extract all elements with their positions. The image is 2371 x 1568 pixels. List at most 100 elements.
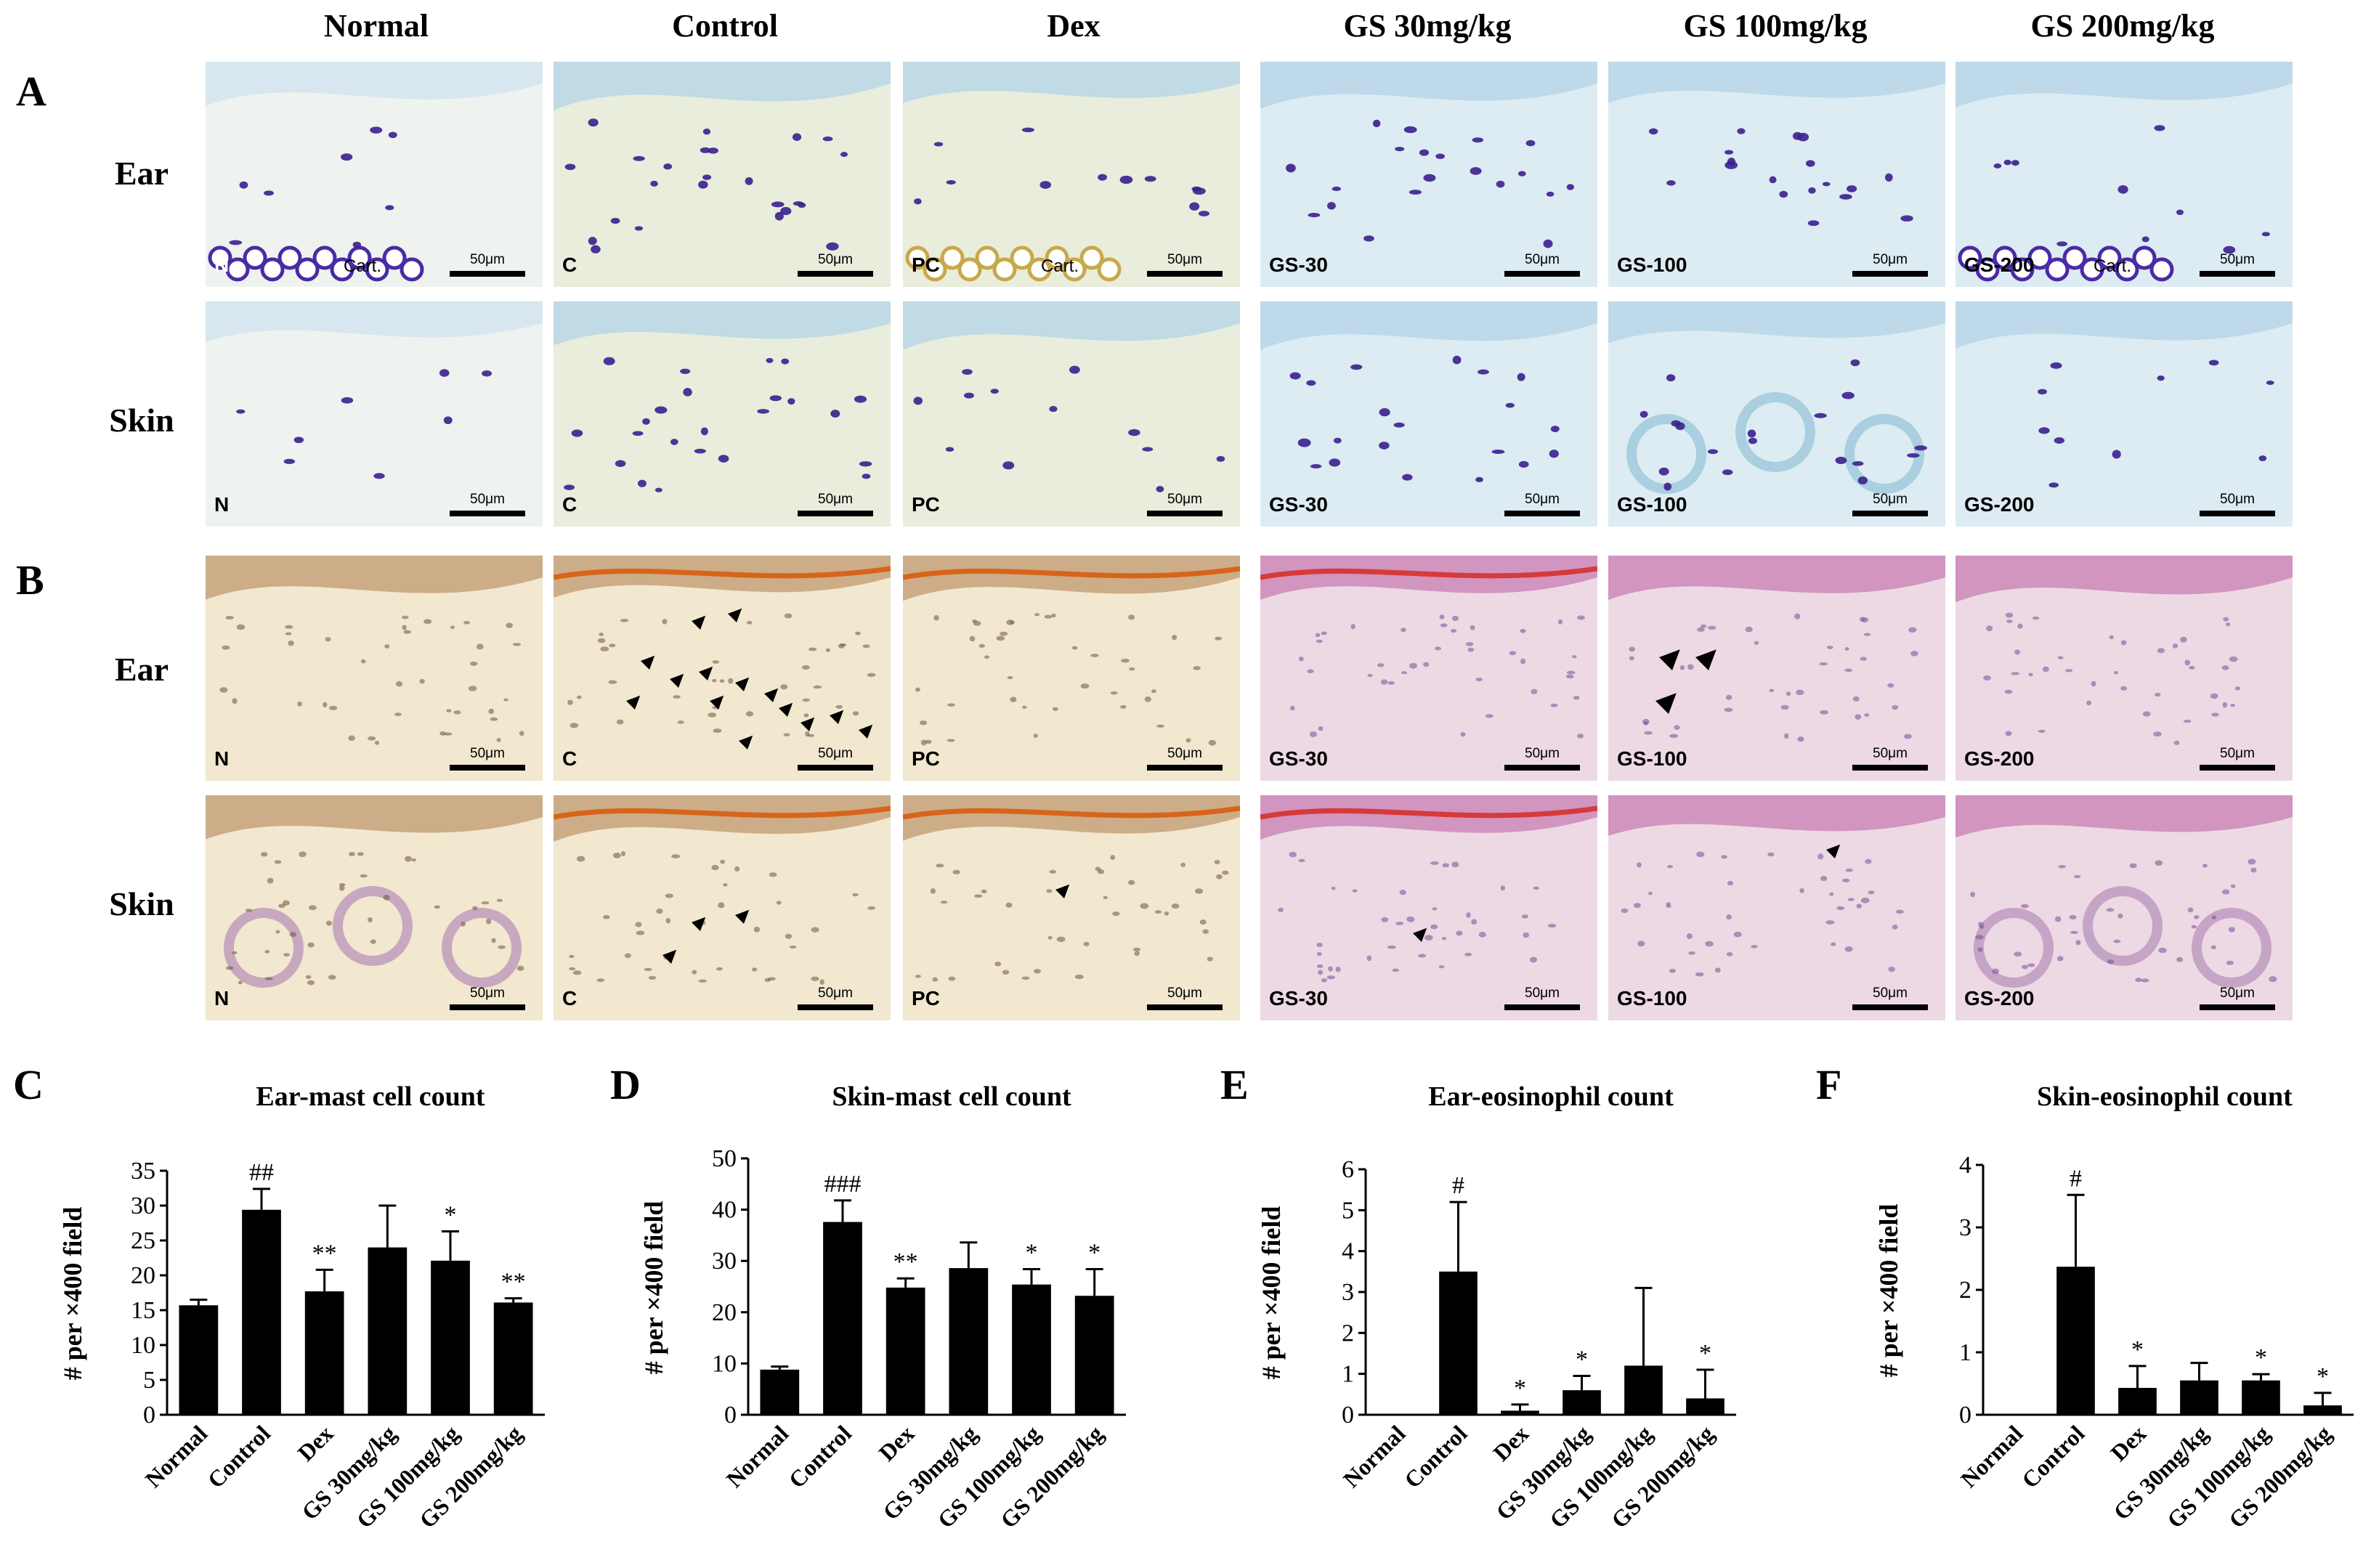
scale-bar	[798, 1004, 873, 1010]
y-tick-label: 15	[131, 1297, 155, 1324]
eosinophil-arrowhead-icon	[662, 949, 677, 964]
scale-bar-label: 50μm	[1167, 252, 1202, 267]
micrograph-a-ear-3: GS-30 50μm	[1260, 62, 1597, 287]
bar	[2303, 1405, 2342, 1415]
x-tick-label: Dex	[292, 1420, 338, 1466]
micrograph-code: GS-30	[1269, 253, 1328, 276]
scale-bar-label: 50μm	[818, 746, 853, 761]
eosinophil-arrowhead-icon	[1655, 693, 1677, 714]
y-axis-label: # per ×400 field	[58, 1206, 87, 1381]
micrograph-a-ear-0: N 50μm Cart.	[206, 62, 543, 287]
scale-bar-label: 50μm	[1167, 492, 1202, 507]
scale-bar-label: 50μm	[1873, 986, 1908, 1001]
eosinophil-arrowhead-icon	[641, 655, 655, 670]
y-axis-label: # per ×400 field	[1874, 1203, 1903, 1378]
significance-marker: *	[2317, 1363, 2329, 1390]
micrograph-a-skin-3: GS-30 50μm	[1260, 301, 1597, 527]
x-tick-label: GS 200mg/kg	[414, 1420, 527, 1533]
bar	[2056, 1267, 2095, 1415]
significance-marker: *	[1026, 1239, 1038, 1266]
bar	[242, 1209, 281, 1415]
column-header-normal: Normal	[323, 8, 429, 44]
scale-bar	[1852, 271, 1928, 277]
eosinophil-arrowhead-icon	[1826, 844, 1841, 858]
scale-bar-label: 50μm	[1525, 252, 1560, 267]
micrograph-code: PC	[912, 493, 940, 516]
x-tick-label: GS 100mg/kg	[351, 1420, 464, 1533]
scale-bar	[1147, 765, 1223, 771]
x-tick-label: GS 200mg/kg	[2224, 1420, 2337, 1533]
micrograph-code: GS-30	[1269, 987, 1328, 1010]
micrograph-code: N	[214, 493, 230, 516]
micrograph-b-skin-5: GS-200 50μm	[1955, 795, 2293, 1020]
scale-bar-label: 50μm	[818, 492, 853, 507]
eosinophil-arrowhead-icon	[801, 717, 815, 731]
eosinophil-arrowhead-icon	[626, 695, 641, 710]
y-tick-label: 30	[131, 1193, 155, 1219]
panel-letter-e: E	[1220, 1061, 1249, 1108]
y-tick-label: 2	[1959, 1277, 1971, 1304]
micrograph-code: N	[214, 253, 230, 276]
y-tick-label: 50	[712, 1145, 737, 1172]
significance-marker: *	[2255, 1344, 2267, 1371]
micrograph-b-ear-5: GS-200 50μm	[1955, 556, 2293, 781]
panel-letter-c: C	[13, 1061, 44, 1108]
scale-bar-label: 50μm	[2220, 986, 2255, 1001]
scale-bar-label: 50μm	[1525, 746, 1560, 761]
scale-bar-label: 50μm	[2220, 252, 2255, 267]
bar	[1012, 1284, 1051, 1415]
significance-marker: *	[1514, 1375, 1526, 1402]
micrograph-b-skin-0: N 50μm	[206, 795, 543, 1020]
micrograph-code: GS-200	[1964, 493, 2035, 516]
significance-marker: *	[1088, 1239, 1101, 1266]
panel-letter-b: B	[16, 556, 44, 604]
y-tick-label: 0	[1342, 1402, 1354, 1429]
eosinophil-arrowhead-icon	[670, 673, 684, 688]
significance-marker: ##	[249, 1159, 274, 1186]
eosinophil-arrowhead-icon	[692, 615, 706, 630]
bar	[1074, 1296, 1114, 1415]
chart-title: Skin-eosinophil count	[2037, 1081, 2293, 1112]
bar	[2118, 1388, 2157, 1415]
y-tick-label: 2	[1342, 1320, 1354, 1346]
micrograph-code: GS-30	[1269, 747, 1328, 770]
eosinophil-arrowhead-icon	[859, 724, 873, 739]
scale-bar	[1504, 271, 1580, 277]
scale-bar	[2200, 1004, 2275, 1010]
x-tick-label: Normal	[1338, 1420, 1411, 1492]
micrograph-b-skin-1: C 50μm	[554, 795, 891, 1020]
x-tick-label: Control	[202, 1420, 275, 1493]
micrograph-a-ear-1: C 50μm	[554, 62, 891, 287]
micrograph-b-skin-3: GS-30 50μm	[1260, 795, 1597, 1020]
scale-bar-label: 50μm	[1167, 746, 1202, 761]
y-tick-label: 35	[131, 1158, 155, 1185]
scale-bar	[1504, 511, 1580, 516]
scale-bar	[1147, 1004, 1223, 1010]
y-tick-label: 30	[712, 1248, 737, 1275]
scale-bar-label: 50μm	[470, 746, 505, 761]
y-tick-label: 1	[1342, 1361, 1354, 1388]
micrograph-code: N	[214, 747, 230, 770]
x-tick-label: GS 30mg/kg	[878, 1420, 982, 1524]
micrograph-code: C	[562, 493, 577, 516]
micrograph-b-skin-4: GS-100 50μm	[1608, 795, 1945, 1020]
micrograph-code: GS-200	[1964, 747, 2035, 770]
micrograph-a-skin-0: N 50μm	[206, 301, 543, 527]
y-tick-label: 3	[1342, 1279, 1354, 1306]
eosinophil-arrowhead-icon	[779, 702, 793, 717]
significance-marker: **	[893, 1248, 918, 1275]
panel-letter-a: A	[16, 68, 46, 115]
y-tick-label: 20	[712, 1299, 737, 1326]
y-tick-label: 10	[131, 1332, 155, 1359]
significance-marker: *	[1576, 1346, 1588, 1373]
scale-bar	[450, 271, 525, 277]
bar	[1501, 1410, 1539, 1415]
significance-marker: #	[2070, 1165, 2082, 1192]
scale-bar	[798, 271, 873, 277]
bar	[493, 1302, 533, 1415]
scale-bar	[798, 765, 873, 771]
micrograph-b-ear-2: PC 50μm	[903, 556, 1240, 781]
bar	[885, 1287, 925, 1415]
y-tick-label: 5	[143, 1367, 155, 1394]
scale-bar-label: 50μm	[2220, 492, 2255, 507]
